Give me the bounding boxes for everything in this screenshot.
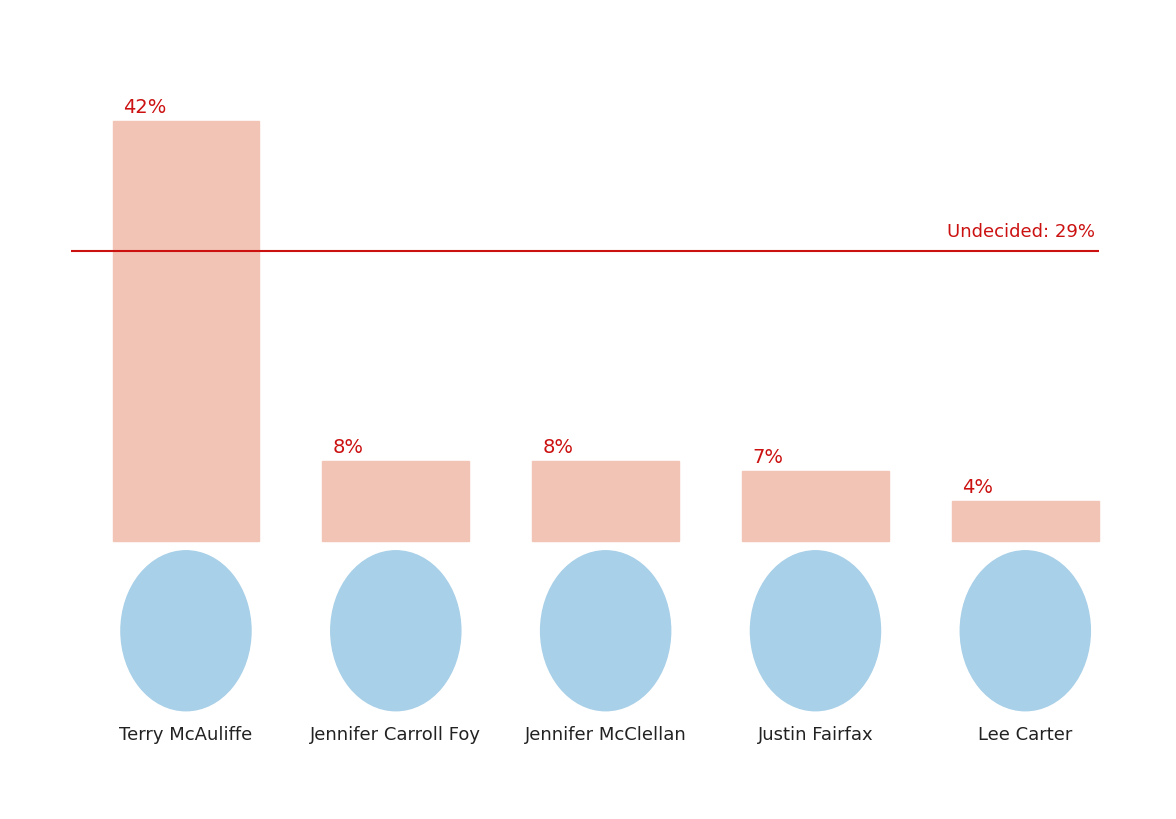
Text: Lee Carter: Lee Carter	[978, 726, 1073, 744]
Ellipse shape	[330, 550, 461, 711]
Bar	[533, 461, 679, 541]
Text: 8%: 8%	[542, 438, 574, 457]
Bar	[322, 461, 469, 541]
Text: 42%: 42%	[123, 98, 166, 117]
Text: 4%: 4%	[962, 477, 994, 497]
Text: Jennifer McClellan: Jennifer McClellan	[524, 726, 687, 744]
Ellipse shape	[961, 550, 1090, 711]
Text: Terry McAuliffe: Terry McAuliffe	[119, 726, 253, 744]
Text: Undecided: 29%: Undecided: 29%	[947, 223, 1095, 241]
Bar	[951, 500, 1098, 541]
Bar	[742, 471, 889, 541]
Text: 7%: 7%	[753, 448, 783, 467]
Text: 8%: 8%	[333, 438, 363, 457]
Text: Jennifer Carroll Foy: Jennifer Carroll Foy	[310, 726, 481, 744]
Text: Justin Fairfax: Justin Fairfax	[757, 726, 874, 744]
Ellipse shape	[121, 550, 250, 711]
Bar	[113, 121, 260, 541]
Ellipse shape	[541, 550, 670, 711]
Ellipse shape	[750, 550, 881, 711]
